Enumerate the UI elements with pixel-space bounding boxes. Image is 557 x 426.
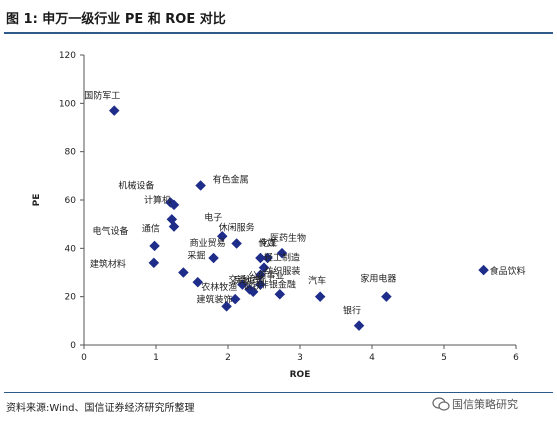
point-label: 农林牧渔 <box>201 281 237 293</box>
scatter-point <box>258 262 270 274</box>
scatter-point <box>229 293 241 305</box>
point-label: 非银金融 <box>260 278 296 290</box>
y-axis-ticks: 0 20 40 60 80 100 120 <box>59 51 84 351</box>
point-label: 传媒 <box>258 237 276 249</box>
data-points <box>108 105 489 332</box>
point-label: 银行 <box>343 305 361 317</box>
scatter-point <box>178 267 189 278</box>
y-tick-label: 120 <box>59 51 76 61</box>
wechat-icon <box>432 397 450 411</box>
x-axis-label: ROE <box>290 370 311 380</box>
point-label: 公用事业 <box>248 270 284 282</box>
point-label: 建筑装饰 <box>197 293 233 305</box>
scatter-point <box>276 247 288 259</box>
y-tick-label: 80 <box>65 148 77 158</box>
scatter-point <box>262 252 273 264</box>
y-tick-label: 100 <box>59 99 76 109</box>
figure-title-bar: 图 1: 申万一级行业 PE 和 ROE 对比 <box>0 0 557 30</box>
point-label: 商业贸易 <box>190 237 226 249</box>
scatter-point <box>216 230 228 242</box>
point-label: 机械设备 <box>118 179 154 191</box>
x-tick-label: 2 <box>225 353 231 363</box>
scatter-point <box>108 105 120 116</box>
scatter-point <box>231 238 242 249</box>
x-tick-label: 3 <box>297 353 303 363</box>
y-tick-label: 0 <box>70 341 76 351</box>
scatter-point <box>221 300 232 312</box>
scatter-point <box>148 257 160 269</box>
point-label: 医药生物 <box>270 232 306 244</box>
figure-title: 图 1: 申万一级行业 PE 和 ROE 对比 <box>6 12 226 27</box>
scatter-point <box>237 279 248 290</box>
x-tick-label: 6 <box>513 353 519 363</box>
scatter-point <box>478 264 489 276</box>
scatter-point <box>149 240 160 252</box>
scatter-point <box>314 291 326 303</box>
x-tick-label: 0 <box>81 353 87 363</box>
scatter-point <box>244 284 255 295</box>
top-divider <box>4 32 553 34</box>
y-tick-label: 20 <box>65 293 77 303</box>
scatter-point <box>255 252 266 264</box>
scatter-point <box>168 221 180 232</box>
point-label: 国防军工 <box>84 90 120 102</box>
point-label: 化工 <box>260 237 278 249</box>
point-label: 交通运输 <box>228 274 264 286</box>
point-label: 建筑材料 <box>90 258 126 270</box>
scatter-point <box>168 199 180 211</box>
source-note: 资料来源:Wind、国信证券经济研究所整理 <box>6 403 195 414</box>
point-label: 电气设备 <box>93 225 129 237</box>
y-tick-label: 40 <box>65 244 77 254</box>
scatter-point <box>208 252 219 264</box>
point-label: 休闲服务 <box>219 222 255 234</box>
point-label: 有色金属 <box>213 174 249 186</box>
scatter-point <box>381 291 392 303</box>
x-tick-label: 4 <box>369 353 375 363</box>
x-tick-label: 5 <box>441 353 447 363</box>
bottom-divider <box>4 392 553 393</box>
point-label: 计算机 <box>144 194 171 206</box>
scatter-point <box>353 320 365 332</box>
point-label: 食品饮料 <box>490 265 526 277</box>
y-tick-label: 60 <box>65 196 77 206</box>
watermark-text: 国信策略研究 <box>452 398 518 411</box>
y-axis-label: PE <box>32 194 42 207</box>
point-label: 汽车 <box>308 275 326 287</box>
scatter-point <box>195 180 206 191</box>
point-label: 家用电器 <box>360 273 396 285</box>
scatter-point <box>192 276 204 288</box>
point-label: 采掘 <box>187 250 205 262</box>
watermark: 国信策略研究 <box>432 393 552 415</box>
point-label: 通信 <box>142 222 160 234</box>
point-label: 钢铁 <box>243 280 261 292</box>
scatter-point <box>274 288 286 300</box>
x-tick-label: 1 <box>153 353 159 363</box>
point-label: 房地产 <box>234 274 261 286</box>
point-label: 纺织服装 <box>264 265 300 277</box>
point-label: 电子 <box>204 211 222 223</box>
scatter-point <box>255 279 266 290</box>
point-label: 轻工制造 <box>264 252 300 264</box>
x-axis-ticks: 0 1 2 3 4 5 6 <box>81 345 519 363</box>
